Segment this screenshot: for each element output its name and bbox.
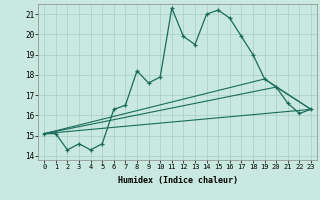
X-axis label: Humidex (Indice chaleur): Humidex (Indice chaleur) bbox=[118, 176, 238, 185]
